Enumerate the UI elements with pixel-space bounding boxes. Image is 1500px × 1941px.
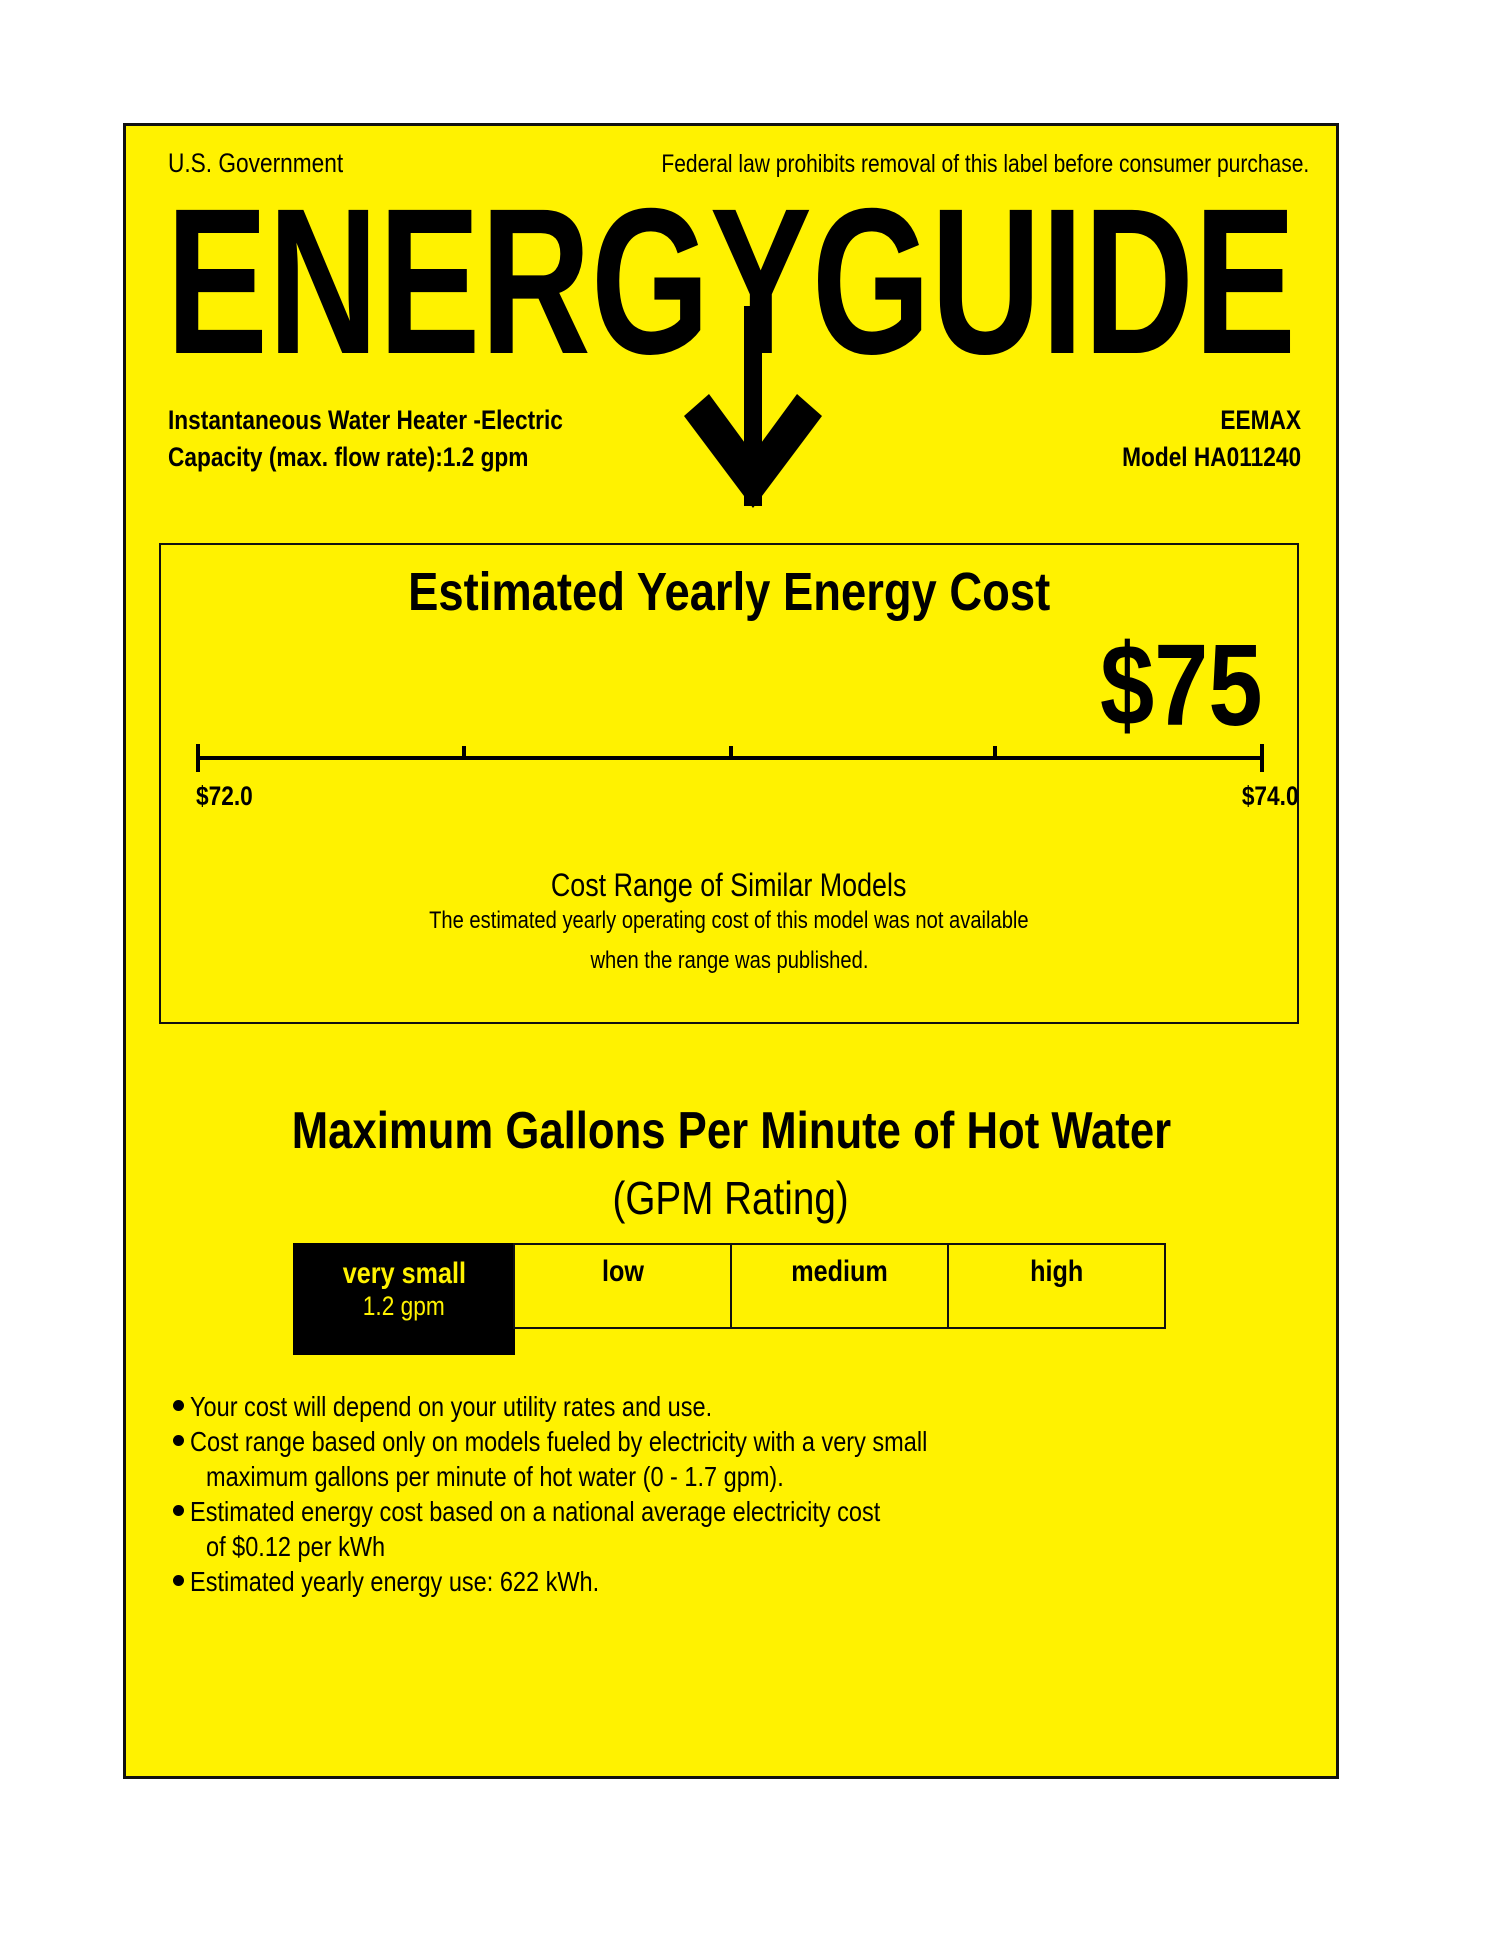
bullet-icon: [173, 1400, 184, 1411]
scale-tick: [196, 744, 200, 772]
arrow-down-icon: [684, 306, 822, 508]
product-info: Instantaneous Water Heater -Electric Cap…: [168, 402, 638, 476]
scale-tick: [993, 746, 997, 758]
bullet-icon: [173, 1435, 184, 1446]
gpm-category-very-small: very small 1.2 gpm: [293, 1243, 515, 1355]
gpm-title: Maximum Gallons Per Minute of Hot Water: [291, 1102, 1171, 1160]
bullet-icon: [173, 1575, 184, 1586]
cost-range-title: Cost Range of Similar Models: [551, 867, 907, 903]
range-min-label: $72.0: [196, 781, 253, 811]
removal-notice: Federal law prohibits removal of this la…: [661, 150, 1309, 178]
energyguide-logo: ENERGYGUIDE: [166, 196, 1296, 508]
scale-line: [198, 756, 1262, 760]
model-number: Model HA011240: [1121, 442, 1301, 472]
range-max-label: $74.0: [1242, 781, 1299, 811]
svg-text:ENERGYGUIDE: ENERGYGUIDE: [166, 196, 1296, 398]
product-capacity: Capacity (max. flow rate):1.2 gpm: [168, 442, 529, 472]
scale-tick: [462, 746, 466, 758]
energy-guide-label: U.S. Government Federal law prohibits re…: [123, 123, 1339, 1779]
issuer-text: U.S. Government: [168, 148, 344, 178]
scale-tick: [729, 746, 733, 758]
manufacturer-info: EEMAX Model HA011240: [1088, 402, 1301, 476]
brand: EEMAX: [1220, 405, 1301, 435]
cost-range-note: when the range was published.: [590, 947, 868, 974]
product-type: Instantaneous Water Heater -Electric: [168, 405, 563, 435]
yearly-cost-box: Estimated Yearly Energy Cost $75 $72.0 $…: [159, 543, 1299, 1024]
cost-range-note: The estimated yearly operating cost of t…: [429, 907, 1029, 934]
cost-value: $75: [1100, 620, 1263, 750]
bullet-icon: [173, 1505, 184, 1516]
gpm-category-high: high: [947, 1243, 1166, 1329]
gpm-category-low: low: [513, 1243, 732, 1329]
cost-title: Estimated Yearly Energy Cost: [407, 562, 1051, 622]
gpm-category-medium: medium: [730, 1243, 949, 1329]
scale-tick: [1260, 744, 1264, 772]
gpm-subtitle: (GPM Rating): [612, 1172, 850, 1224]
